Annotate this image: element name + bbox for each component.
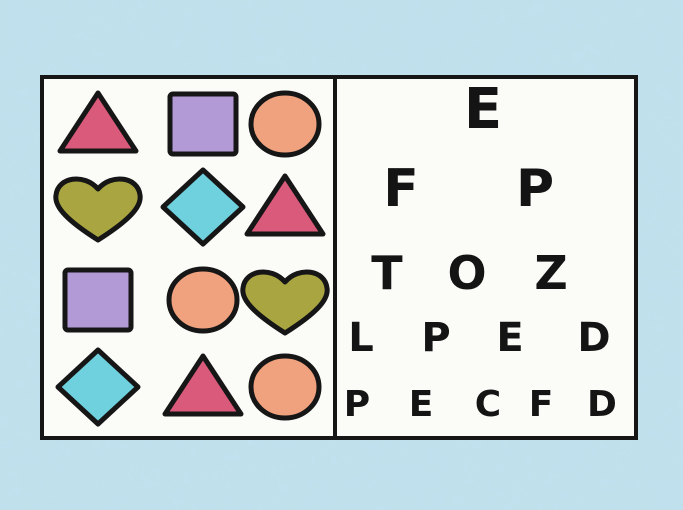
shape-circle-r1-c3 xyxy=(248,90,322,158)
eye-chart-letter-r5-1: P xyxy=(343,384,371,425)
eye-chart-letter-r1-1: E xyxy=(463,77,503,142)
shape-circle-r4-c3 xyxy=(248,353,322,421)
card-divider xyxy=(333,75,337,440)
eye-chart-letter-r5-5: D xyxy=(587,384,617,425)
eye-chart-letter-r5-3: C xyxy=(474,384,502,425)
eye-chart-letter-r2-1: F xyxy=(383,159,419,219)
eye-chart-letter-r5-4: F xyxy=(528,384,554,425)
shape-heart-r3-c3 xyxy=(240,269,330,336)
eye-chart-letter-r4-1: L xyxy=(348,315,374,361)
shape-diamond-r4-c1 xyxy=(55,347,141,427)
shape-heart-r2-c1 xyxy=(53,176,143,243)
shape-square-r1-c2 xyxy=(167,91,239,157)
shape-triangle-r1-c1 xyxy=(57,90,139,154)
chart-card xyxy=(40,75,638,440)
eye-chart-letter-r3-1: T xyxy=(371,246,403,300)
eye-chart-letter-r3-2: O xyxy=(447,246,487,300)
shape-triangle-r4-c2 xyxy=(162,353,244,417)
eye-chart-letter-r4-4: D xyxy=(577,315,611,361)
shape-triangle-r2-c3 xyxy=(244,173,326,237)
eye-chart-letter-r4-3: E xyxy=(496,315,524,361)
eye-chart-letter-r5-2: E xyxy=(408,384,434,425)
shape-square-r3-c1 xyxy=(62,267,134,333)
eye-chart-letter-r2-2: P xyxy=(515,159,555,219)
shape-circle-r3-c2 xyxy=(166,266,240,334)
eye-chart-letter-r4-2: P xyxy=(421,315,451,361)
shape-diamond-r2-c2 xyxy=(160,167,246,247)
eye-chart-letter-r3-3: Z xyxy=(534,246,568,300)
